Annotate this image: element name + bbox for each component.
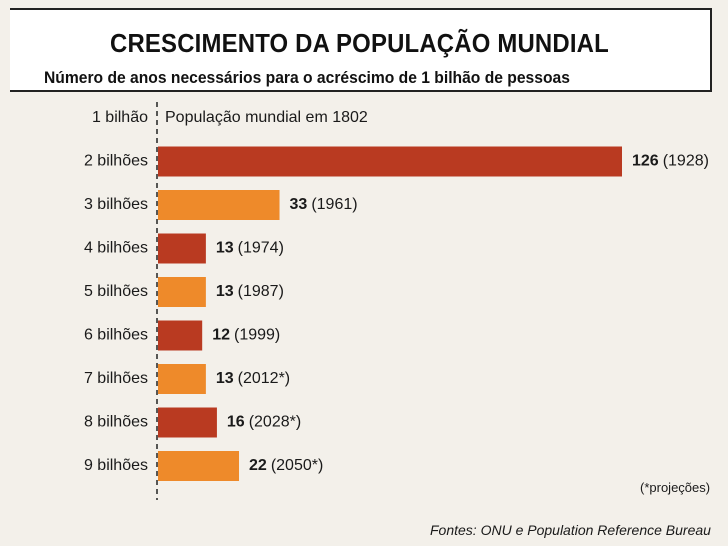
year-label: (2050*) xyxy=(271,457,323,474)
category-label: 7 bilhões xyxy=(84,370,148,387)
category-label: 4 bilhões xyxy=(84,240,148,257)
category-label: 3 bilhões xyxy=(84,196,148,213)
year-label: (1999) xyxy=(234,327,280,344)
bar xyxy=(158,146,622,177)
value-label: 12 xyxy=(212,327,230,344)
year-label: (1961) xyxy=(311,196,357,213)
projection-footnote: (*projeções) xyxy=(640,480,711,495)
source-note: Fontes: ONU e Population Reference Burea… xyxy=(430,522,711,538)
category-label: 5 bilhões xyxy=(84,283,148,300)
bar xyxy=(158,364,206,394)
value-label: 16 xyxy=(227,414,245,431)
value-label: 22 xyxy=(249,457,267,474)
value-label: 126 xyxy=(632,153,659,170)
bar xyxy=(158,451,240,481)
category-label: 6 bilhões xyxy=(84,327,148,344)
value-label: 13 xyxy=(216,240,234,257)
value-label: 13 xyxy=(216,283,234,300)
value-label: 13 xyxy=(216,370,234,387)
bar xyxy=(158,233,206,264)
bar xyxy=(158,277,206,307)
year-label: (2012*) xyxy=(238,370,290,387)
category-label: 8 bilhões xyxy=(84,414,148,431)
year-label: (1974) xyxy=(238,240,284,257)
header-box: CRESCIMENTO DA POPULAÇÃO MUNDIAL Número … xyxy=(10,8,712,92)
value-label: 33 xyxy=(290,196,308,213)
bar-rows: 1 bilhão População mundial em 1802 2 bilhõ… xyxy=(84,109,709,481)
baseline-label: População mundial em 1802 xyxy=(165,109,368,126)
category-label-1-bilhao: 1 bilhão xyxy=(92,109,148,126)
chart-title: CRESCIMENTO DA POPULAÇÃO MUNDIAL xyxy=(110,28,609,58)
bar xyxy=(158,190,280,220)
bar xyxy=(158,407,217,438)
category-label: 9 bilhões xyxy=(84,457,148,474)
chart-subtitle: Número de anos necessários para o acrésc… xyxy=(44,68,570,87)
year-label: (1928) xyxy=(663,153,709,170)
category-label: 2 bilhões xyxy=(84,153,148,170)
year-label: (1987) xyxy=(238,283,284,300)
year-label: (2028*) xyxy=(249,414,301,431)
bar xyxy=(158,320,203,351)
